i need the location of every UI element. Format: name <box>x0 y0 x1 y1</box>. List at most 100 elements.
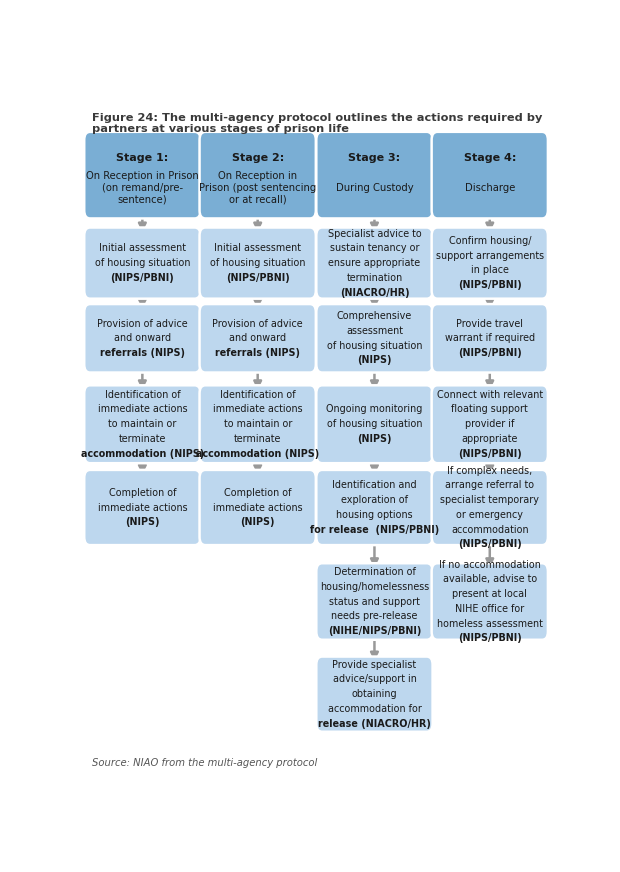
Text: and onward: and onward <box>229 333 286 344</box>
Text: Identification of: Identification of <box>220 390 296 399</box>
Text: (NIPS/PBNI): (NIPS/PBNI) <box>110 273 174 283</box>
Text: housing/homelessness: housing/homelessness <box>320 582 429 592</box>
Text: of housing situation: of housing situation <box>210 258 306 268</box>
FancyBboxPatch shape <box>84 132 200 219</box>
Text: (NIPS/PBNI): (NIPS/PBNI) <box>458 633 521 644</box>
FancyBboxPatch shape <box>432 228 548 299</box>
Text: needs pre-release: needs pre-release <box>331 611 418 621</box>
FancyBboxPatch shape <box>316 228 433 299</box>
Text: housing options: housing options <box>336 510 413 520</box>
Text: Initial assessment: Initial assessment <box>214 243 301 254</box>
Text: Discharge: Discharge <box>464 183 515 193</box>
Text: floating support: floating support <box>451 405 528 414</box>
Text: arrange referral to: arrange referral to <box>445 480 534 490</box>
FancyBboxPatch shape <box>84 385 200 463</box>
Text: Determination of: Determination of <box>334 567 415 577</box>
Text: accommodation: accommodation <box>451 525 529 535</box>
Text: (NIPS): (NIPS) <box>357 434 392 444</box>
Text: Comprehensive: Comprehensive <box>337 311 412 321</box>
Text: During Custody: During Custody <box>335 183 414 193</box>
Text: Identification of: Identification of <box>105 390 180 399</box>
Text: terminate: terminate <box>118 434 166 444</box>
Text: (NIHE/NIPS/PBNI): (NIHE/NIPS/PBNI) <box>328 626 421 636</box>
Text: or emergency: or emergency <box>456 510 523 520</box>
Text: NIHE office for: NIHE office for <box>455 604 525 614</box>
FancyBboxPatch shape <box>200 228 316 299</box>
Text: present at local: present at local <box>453 589 527 599</box>
Text: advice/support in: advice/support in <box>332 674 417 685</box>
FancyBboxPatch shape <box>84 304 200 372</box>
FancyBboxPatch shape <box>432 132 548 219</box>
Text: appropriate: appropriate <box>461 434 518 444</box>
Text: support arrangements: support arrangements <box>436 251 544 261</box>
Text: If complex needs,: If complex needs, <box>447 466 533 475</box>
Text: (NIACRO/HR): (NIACRO/HR) <box>340 288 409 297</box>
Text: (NIPS/PBNI): (NIPS/PBNI) <box>458 348 521 358</box>
Text: to maintain or: to maintain or <box>223 419 292 429</box>
Text: If no accommodation: If no accommodation <box>439 560 541 569</box>
Text: Connect with relevant: Connect with relevant <box>436 390 543 399</box>
FancyBboxPatch shape <box>432 385 548 463</box>
Text: On Reception in
Prison (post sentencing
or at recall): On Reception in Prison (post sentencing … <box>199 171 316 204</box>
Text: referrals (NIPS): referrals (NIPS) <box>215 348 300 358</box>
Text: available, advise to: available, advise to <box>443 575 537 584</box>
FancyBboxPatch shape <box>200 470 316 545</box>
Text: On Reception in Prison
(on remand/pre-
sentence): On Reception in Prison (on remand/pre- s… <box>86 171 199 204</box>
Text: immediate actions: immediate actions <box>213 405 303 414</box>
FancyBboxPatch shape <box>200 132 316 219</box>
Text: Stage 2:: Stage 2: <box>231 153 284 163</box>
FancyBboxPatch shape <box>316 385 433 463</box>
Text: ensure appropriate: ensure appropriate <box>329 258 420 268</box>
Text: (NIPS): (NIPS) <box>125 517 159 528</box>
Text: terminate: terminate <box>234 434 281 444</box>
Text: warrant if required: warrant if required <box>445 333 535 344</box>
FancyBboxPatch shape <box>316 132 433 219</box>
Text: in place: in place <box>471 265 508 276</box>
Text: Stage 4:: Stage 4: <box>464 153 516 163</box>
Text: for release  (NIPS/PBNI): for release (NIPS/PBNI) <box>310 525 439 535</box>
Text: release (NIACRO/HR): release (NIACRO/HR) <box>318 719 431 729</box>
Text: Source: NIAO from the multi-agency protocol: Source: NIAO from the multi-agency proto… <box>92 758 317 768</box>
FancyBboxPatch shape <box>316 657 433 732</box>
Text: Figure 24: The multi-agency protocol outlines the actions required by
partners a: Figure 24: The multi-agency protocol out… <box>92 112 542 134</box>
Text: of housing situation: of housing situation <box>327 341 422 351</box>
Text: Identification and: Identification and <box>332 480 417 490</box>
Text: termination: termination <box>347 273 402 283</box>
Text: of housing situation: of housing situation <box>95 258 190 268</box>
Text: obtaining: obtaining <box>352 689 397 699</box>
Text: Provision of advice: Provision of advice <box>213 318 303 329</box>
Text: accommodation for: accommodation for <box>327 704 422 714</box>
Text: homeless assessment: homeless assessment <box>437 618 542 629</box>
FancyBboxPatch shape <box>432 304 548 372</box>
Text: (NIPS): (NIPS) <box>241 517 275 528</box>
Text: status and support: status and support <box>329 596 420 607</box>
FancyBboxPatch shape <box>200 385 316 463</box>
Text: Confirm housing/: Confirm housing/ <box>448 236 531 246</box>
Text: Provide specialist: Provide specialist <box>332 659 417 670</box>
FancyBboxPatch shape <box>432 470 548 545</box>
Text: exploration of: exploration of <box>341 495 408 505</box>
Text: to maintain or: to maintain or <box>108 419 177 429</box>
Text: Completion of: Completion of <box>108 487 176 498</box>
FancyBboxPatch shape <box>84 228 200 299</box>
Text: immediate actions: immediate actions <box>97 502 187 513</box>
Text: Specialist advice to: Specialist advice to <box>327 228 422 239</box>
Text: Stage 1:: Stage 1: <box>116 153 169 163</box>
Text: Provision of advice: Provision of advice <box>97 318 188 329</box>
Text: Initial assessment: Initial assessment <box>99 243 186 254</box>
FancyBboxPatch shape <box>200 304 316 372</box>
Text: specialist temporary: specialist temporary <box>440 495 539 505</box>
Text: (NIPS): (NIPS) <box>357 356 392 365</box>
Text: of housing situation: of housing situation <box>327 419 422 429</box>
Text: assessment: assessment <box>346 326 403 336</box>
Text: Stage 3:: Stage 3: <box>348 153 401 163</box>
Text: (NIPS/PBNI): (NIPS/PBNI) <box>458 449 521 459</box>
FancyBboxPatch shape <box>84 470 200 545</box>
Text: accommodation (NIPS): accommodation (NIPS) <box>196 449 319 459</box>
Text: sustain tenancy or: sustain tenancy or <box>330 243 419 254</box>
Text: and onward: and onward <box>114 333 171 344</box>
Text: referrals (NIPS): referrals (NIPS) <box>100 348 185 358</box>
FancyBboxPatch shape <box>432 563 548 640</box>
Text: Completion of: Completion of <box>224 487 291 498</box>
FancyBboxPatch shape <box>316 304 433 372</box>
